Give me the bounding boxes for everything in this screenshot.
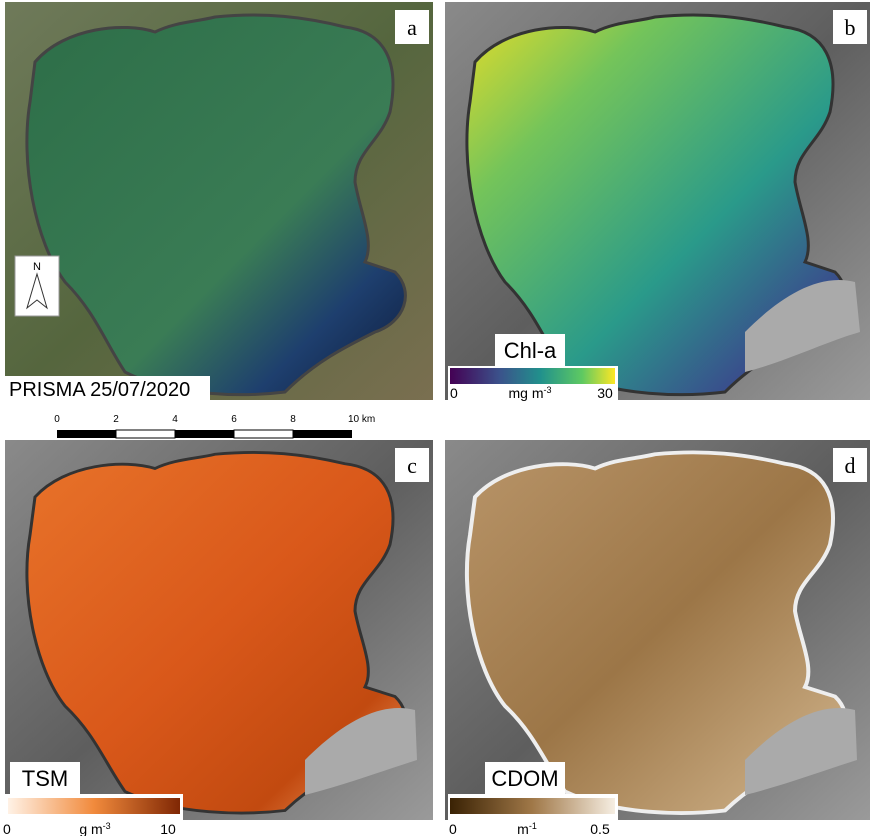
colorbar-max: 30 [597,385,613,401]
panel-a: a N PRISMA 25/07/2020 [5,2,433,401]
colorbar [450,368,615,384]
figure: a N PRISMA 25/07/2020 b Chl-a 0 mg m-3 3… [0,0,872,836]
panel-letter: c [407,453,417,478]
scale-label: 0 [54,414,60,425]
panel-letter: d [845,453,856,478]
panel-d: d CDOM [445,440,870,820]
colorbar [450,798,615,814]
panel-title: Chl-a [504,338,557,363]
north-label: N [33,261,41,273]
panel-title: CDOM [491,766,558,791]
panel-letter: b [845,15,856,40]
scale-label: 10 km [348,414,375,425]
colorbar-min: 0 [3,821,11,836]
unit: mg m [508,385,543,401]
colorbar-max: 0.5 [590,821,610,836]
scale-label: 4 [172,414,178,425]
unit-exponent: -1 [529,821,537,831]
scale-segment [293,430,352,438]
scale-segment [57,430,116,438]
colorbar-max: 10 [160,821,176,836]
scale-label: 6 [231,414,237,425]
panel-b: b Chl-a 0 mg m-3 30 [445,2,870,401]
scale-segment [116,430,175,438]
colorbar [8,798,180,814]
colorbar-unit: m-1 [517,821,537,836]
scale-label: 2 [113,414,119,425]
scale-bar: 0 2 4 6 8 10 km [54,414,375,438]
panel-letter: a [407,15,417,40]
scale-segment [175,430,234,438]
panel-title: TSM [22,766,68,791]
unit-exponent: -3 [543,385,551,395]
panel-c: c TSM [5,440,433,820]
caption: PRISMA 25/07/2020 [9,379,190,401]
scale-segment [234,430,293,438]
scale-label: 8 [290,414,296,425]
colorbar-min: 0 [450,385,458,401]
unit-exponent: -3 [103,821,111,831]
unit: g m [79,821,102,836]
colorbar-unit: g m-3 [79,821,110,836]
unit: m [517,821,529,836]
colorbar-min: 0 [449,821,457,836]
